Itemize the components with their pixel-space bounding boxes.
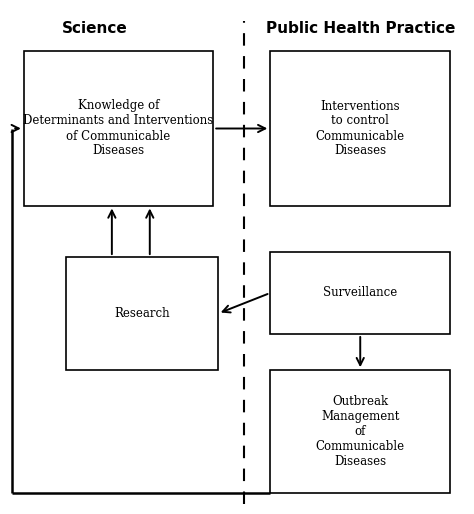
FancyBboxPatch shape xyxy=(270,370,450,493)
Text: Surveillance: Surveillance xyxy=(323,286,397,300)
Text: Science: Science xyxy=(62,21,128,35)
Text: Outbreak
Management
of
Communicable
Diseases: Outbreak Management of Communicable Dise… xyxy=(316,395,405,468)
FancyBboxPatch shape xyxy=(66,257,218,370)
FancyBboxPatch shape xyxy=(24,51,213,206)
FancyBboxPatch shape xyxy=(270,252,450,334)
Text: Knowledge of
Determinants and Interventions
of Communicable
Diseases: Knowledge of Determinants and Interventi… xyxy=(23,100,214,157)
Text: Public Health Practice: Public Health Practice xyxy=(265,21,455,35)
Text: Research: Research xyxy=(114,307,170,320)
Text: Interventions
to control
Communicable
Diseases: Interventions to control Communicable Di… xyxy=(316,100,405,157)
FancyBboxPatch shape xyxy=(270,51,450,206)
